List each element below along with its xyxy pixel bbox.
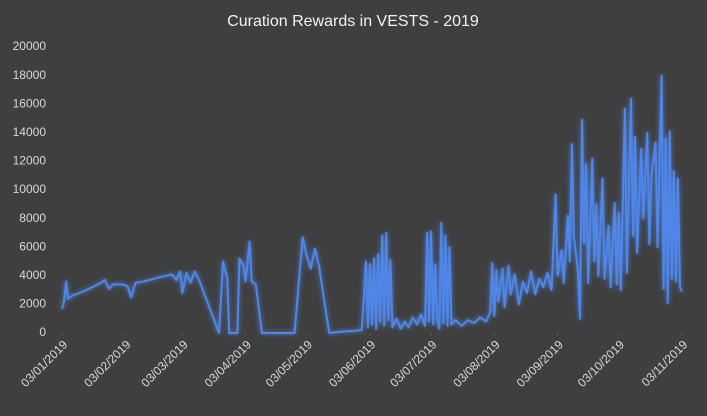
y-tick-label: 18000 xyxy=(13,68,47,82)
y-tick-label: 6000 xyxy=(19,239,46,253)
y-tick-label: 20000 xyxy=(13,39,47,53)
data-line xyxy=(61,74,683,334)
y-tick-label: 2000 xyxy=(19,297,46,311)
y-tick-label: 14000 xyxy=(13,125,47,139)
y-tick-label: 16000 xyxy=(13,96,47,110)
y-tick-label: 0 xyxy=(39,325,46,339)
chart-title: Curation Rewards in VESTS - 2019 xyxy=(227,13,479,30)
y-tick-label: 12000 xyxy=(13,154,47,168)
y-tick-label: 4000 xyxy=(19,268,46,282)
y-tick-label: 8000 xyxy=(19,211,46,225)
y-tick-label: 10000 xyxy=(13,182,47,196)
